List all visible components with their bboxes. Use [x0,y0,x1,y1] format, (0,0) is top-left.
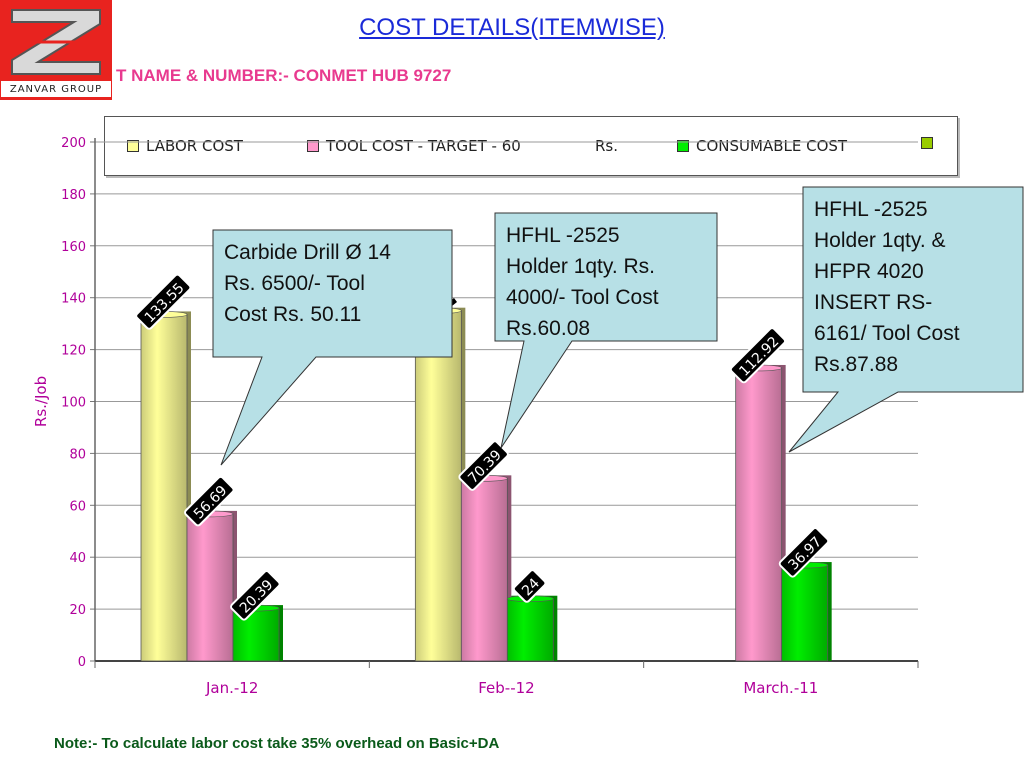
logo-text: ZANVAR GROUP [0,80,112,98]
x-tick-label: March.-11 [743,679,818,697]
data-label-bg [729,327,787,384]
legend-swatch-tool [307,140,319,152]
callout-line: 4000/- Tool Cost [506,286,659,309]
callout-box [788,186,1024,453]
legend-swatch-extra [921,137,933,149]
y-tick-label: 40 [69,551,86,566]
callout-line: Rs.60.08 [506,317,590,340]
legend-item-extra [921,137,940,149]
y-tick-label: 60 [69,499,86,514]
y-tick-label: 200 [61,136,86,151]
y-tick-label: 120 [61,344,86,359]
bar [186,513,234,662]
bar [781,564,829,662]
y-tick-label: 180 [61,188,86,203]
callout-line: INSERT RS- [814,291,932,314]
legend-swatch-consumable [677,140,689,152]
zanvar-logo: ZANVAR GROUP [0,0,112,100]
callout-line: HFHL -2525 [814,198,928,221]
legend-swatch-labor [127,140,139,152]
callout-box [212,229,453,466]
y-tick-label: 0 [78,655,86,670]
callout-line: Holder 1qty. Rs. [506,255,655,278]
x-tick-label: Feb--12 [478,679,534,697]
bar [506,598,554,662]
y-tick-label: 100 [61,396,86,411]
z-logo-icon [11,9,101,75]
callout-line: Holder 1qty. & [814,229,946,252]
y-tick-label: 80 [69,447,86,462]
data-label-bg [512,569,547,603]
data-label-bg [778,527,830,578]
x-tick-label: Jan.-12 [205,679,258,697]
page-title: COST DETAILS(ITEMWISE) [359,14,665,41]
y-tick-label: 140 [61,292,86,307]
callout-line: Rs.87.88 [814,353,898,376]
bar [735,367,783,662]
y-tick-label: 20 [69,603,86,618]
data-label-group: 24 [512,569,547,603]
bar [460,477,508,662]
callout-line: HFPR 4020 [814,260,924,283]
data-label-bg [135,273,192,330]
callout-box [494,212,718,449]
callout-line: Cost Rs. 50.11 [224,303,361,326]
callout-line: 6161/ Tool Cost [814,322,960,345]
page-subtitle: T NAME & NUMBER:- CONMET HUB 9727 [116,66,452,85]
bar [140,314,188,662]
footnote: Note:- To calculate labor cost take 35% … [54,735,500,752]
y-axis-label: Rs./Job [32,376,50,427]
bar [414,310,462,662]
callout-line: Carbide Drill Ø 14 [224,241,391,264]
callout-line: HFHL -2525 [506,224,620,247]
callout-line: Rs. 6500/- Tool [224,272,365,295]
data-label-bg [230,570,281,621]
y-tick-label: 160 [61,240,86,255]
data-label-bg [184,475,235,527]
